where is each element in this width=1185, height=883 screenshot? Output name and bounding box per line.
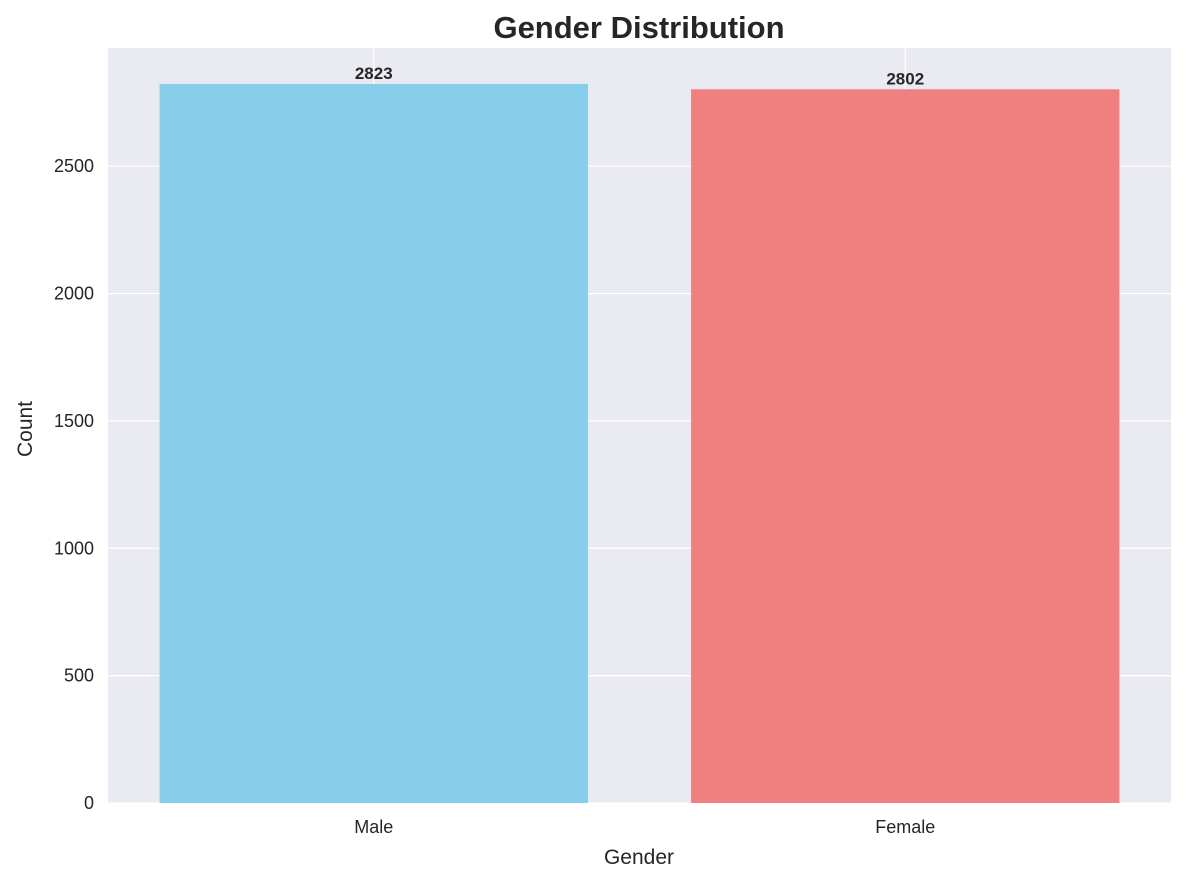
bar-female	[691, 89, 1120, 803]
bar-male	[159, 83, 588, 803]
chart-title: Gender Distribution	[493, 10, 784, 45]
y-tick-label: 2500	[54, 156, 94, 176]
x-tick-label-female: Female	[875, 817, 935, 837]
x-axis-label: Gender	[604, 846, 674, 869]
y-axis-ticks: 0 500 1000 1500 2000 2500	[54, 156, 94, 813]
y-tick-label: 2000	[54, 284, 94, 304]
y-tick-label: 500	[64, 666, 94, 686]
y-tick-label: 1000	[54, 538, 94, 558]
data-labels: 2823 2802	[355, 64, 924, 88]
data-label-female: 2802	[886, 69, 924, 88]
x-tick-label-male: Male	[354, 817, 393, 837]
x-axis-ticks: Male Female	[354, 817, 935, 837]
data-label-male: 2823	[355, 64, 393, 83]
y-axis-label: Count	[14, 401, 37, 457]
y-tick-label: 1500	[54, 411, 94, 431]
y-tick-label: 0	[84, 793, 94, 813]
bars	[159, 83, 1120, 803]
